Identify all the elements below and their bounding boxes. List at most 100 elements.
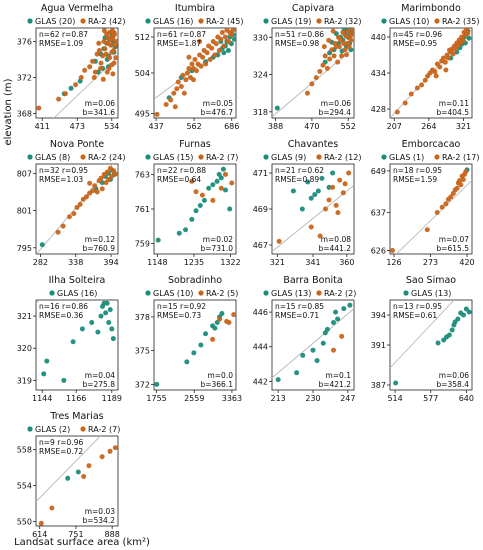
ra2-point	[112, 171, 118, 177]
data-points	[36, 28, 118, 111]
ra2-point	[341, 41, 347, 47]
panel-sobradinho: Sobradinho GLAS (10) RA-2 (5)n=15 r=0.92RM…	[135, 275, 242, 403]
ra2-point	[226, 320, 232, 325]
glas-point	[435, 340, 441, 346]
ra2-point	[77, 201, 83, 207]
x-tick-label: 207	[387, 122, 402, 131]
ra2-point	[181, 90, 187, 96]
glas-point	[203, 331, 209, 337]
y-tick-label: 372	[17, 74, 32, 83]
legend-marker-ra2	[316, 290, 322, 296]
ra2-point	[97, 66, 103, 71]
legend-marker-glas	[27, 426, 33, 432]
legend-marker-glas	[381, 18, 387, 24]
plot-area	[35, 435, 119, 527]
glas-point	[191, 350, 197, 356]
glas-point	[299, 206, 305, 212]
ra2-point	[348, 37, 354, 43]
y-tick-label: 321	[17, 312, 32, 321]
glas-point	[231, 36, 236, 42]
plot-area	[35, 299, 119, 391]
x-axis-label: Landsat surface area (km²)	[14, 537, 150, 548]
legend-entry-glas: GLAS (10)	[389, 17, 429, 26]
panel-nova-ponte: Nova Ponte GLAS (8) RA-2 (24)n=32 r=0.95RM…	[17, 139, 126, 267]
fit-slope: m=0.11	[439, 99, 470, 108]
ra2-point	[345, 28, 351, 34]
legend-marker-glas	[145, 290, 151, 296]
ra2-point	[330, 184, 336, 190]
ra2-point	[103, 51, 109, 57]
glas-point	[210, 182, 216, 188]
x-tick-label: 264	[421, 122, 436, 131]
legend-entry-glas: GLAS (16)	[153, 17, 193, 26]
ra2-point	[189, 61, 195, 67]
stats-n-r: n=61 r=0.87	[157, 30, 206, 39]
ra2-point	[331, 53, 337, 59]
legend: GLAS (8) RA-2 (24)	[27, 153, 125, 162]
ra2-point	[439, 204, 445, 210]
ra2-point	[104, 69, 110, 75]
ra2-point	[78, 75, 84, 80]
ra2-point	[324, 65, 330, 71]
panel-title: Furnas	[179, 139, 211, 150]
y-tick-label: 368	[17, 110, 32, 119]
ra2-point	[453, 46, 459, 52]
ra2-point	[454, 185, 460, 191]
ra2-point	[320, 62, 326, 68]
fit-intercept: b=421.2	[318, 380, 351, 389]
fit-slope: m=0.06	[85, 99, 116, 108]
y-tick-label: 391	[371, 341, 386, 350]
ra2-point	[465, 30, 471, 36]
ra2-point	[313, 75, 319, 81]
legend-entry-glas: GLAS (8)	[35, 153, 70, 162]
panel-title: Marimbondo	[401, 3, 461, 14]
ra2-point	[107, 448, 113, 454]
ra2-point	[113, 55, 118, 61]
x-tick-label: 1755	[146, 394, 166, 403]
data-points	[275, 302, 353, 383]
glas-point	[455, 316, 461, 322]
y-tick-label: 471	[253, 169, 268, 178]
ra2-point	[460, 177, 466, 183]
x-tick-label: 273	[423, 258, 438, 267]
glas-point	[341, 306, 347, 312]
legend-entry-ra2: RA-2 (45)	[206, 17, 243, 26]
stats-n-r: n=16 r=0.86	[39, 302, 88, 311]
glas-point	[198, 342, 204, 348]
ra2-point	[186, 66, 192, 71]
glas-point	[103, 310, 109, 316]
ra2-point	[434, 209, 440, 215]
ra2-point	[322, 206, 328, 212]
ra2-point	[98, 60, 104, 66]
glas-point	[212, 325, 218, 331]
x-tick-label: 640	[459, 394, 474, 403]
legend-marker-glas	[49, 290, 55, 296]
y-tick-label: 795	[17, 244, 32, 253]
legend: GLAS (15) RA-2 (7)	[145, 153, 238, 162]
ra2-point	[168, 97, 174, 103]
fit-slope: m=0.1	[325, 371, 351, 380]
data-points	[390, 167, 470, 254]
y-tick-label: 649	[371, 167, 386, 176]
y-tick-label: 504	[135, 69, 150, 78]
fit-slope: m=0.02	[203, 235, 234, 244]
legend-entry-glas: GLAS (9)	[271, 153, 306, 162]
ra2-point	[317, 233, 323, 239]
ra2-point	[204, 50, 210, 56]
ra2-point	[107, 55, 113, 61]
panel-chavantes: Chavantes GLAS (9) RA-2 (12)n=21 r=0.62RMS…	[253, 139, 362, 267]
ra2-point	[183, 77, 189, 83]
glas-point	[227, 206, 233, 212]
ra2-point	[200, 54, 206, 60]
glas-point	[201, 197, 207, 203]
glas-point	[184, 359, 190, 365]
ra2-point	[402, 100, 408, 106]
glas-point	[331, 320, 336, 325]
ra2-point	[231, 312, 236, 318]
y-tick-label: 554	[17, 482, 32, 491]
fit-slope: m=0.12	[85, 235, 116, 244]
legend-entry-ra2: RA-2 (12)	[324, 153, 361, 162]
legend: GLAS (13) RA-2 (2)	[263, 289, 356, 298]
glas-point	[312, 192, 318, 198]
glas-point	[176, 230, 182, 236]
